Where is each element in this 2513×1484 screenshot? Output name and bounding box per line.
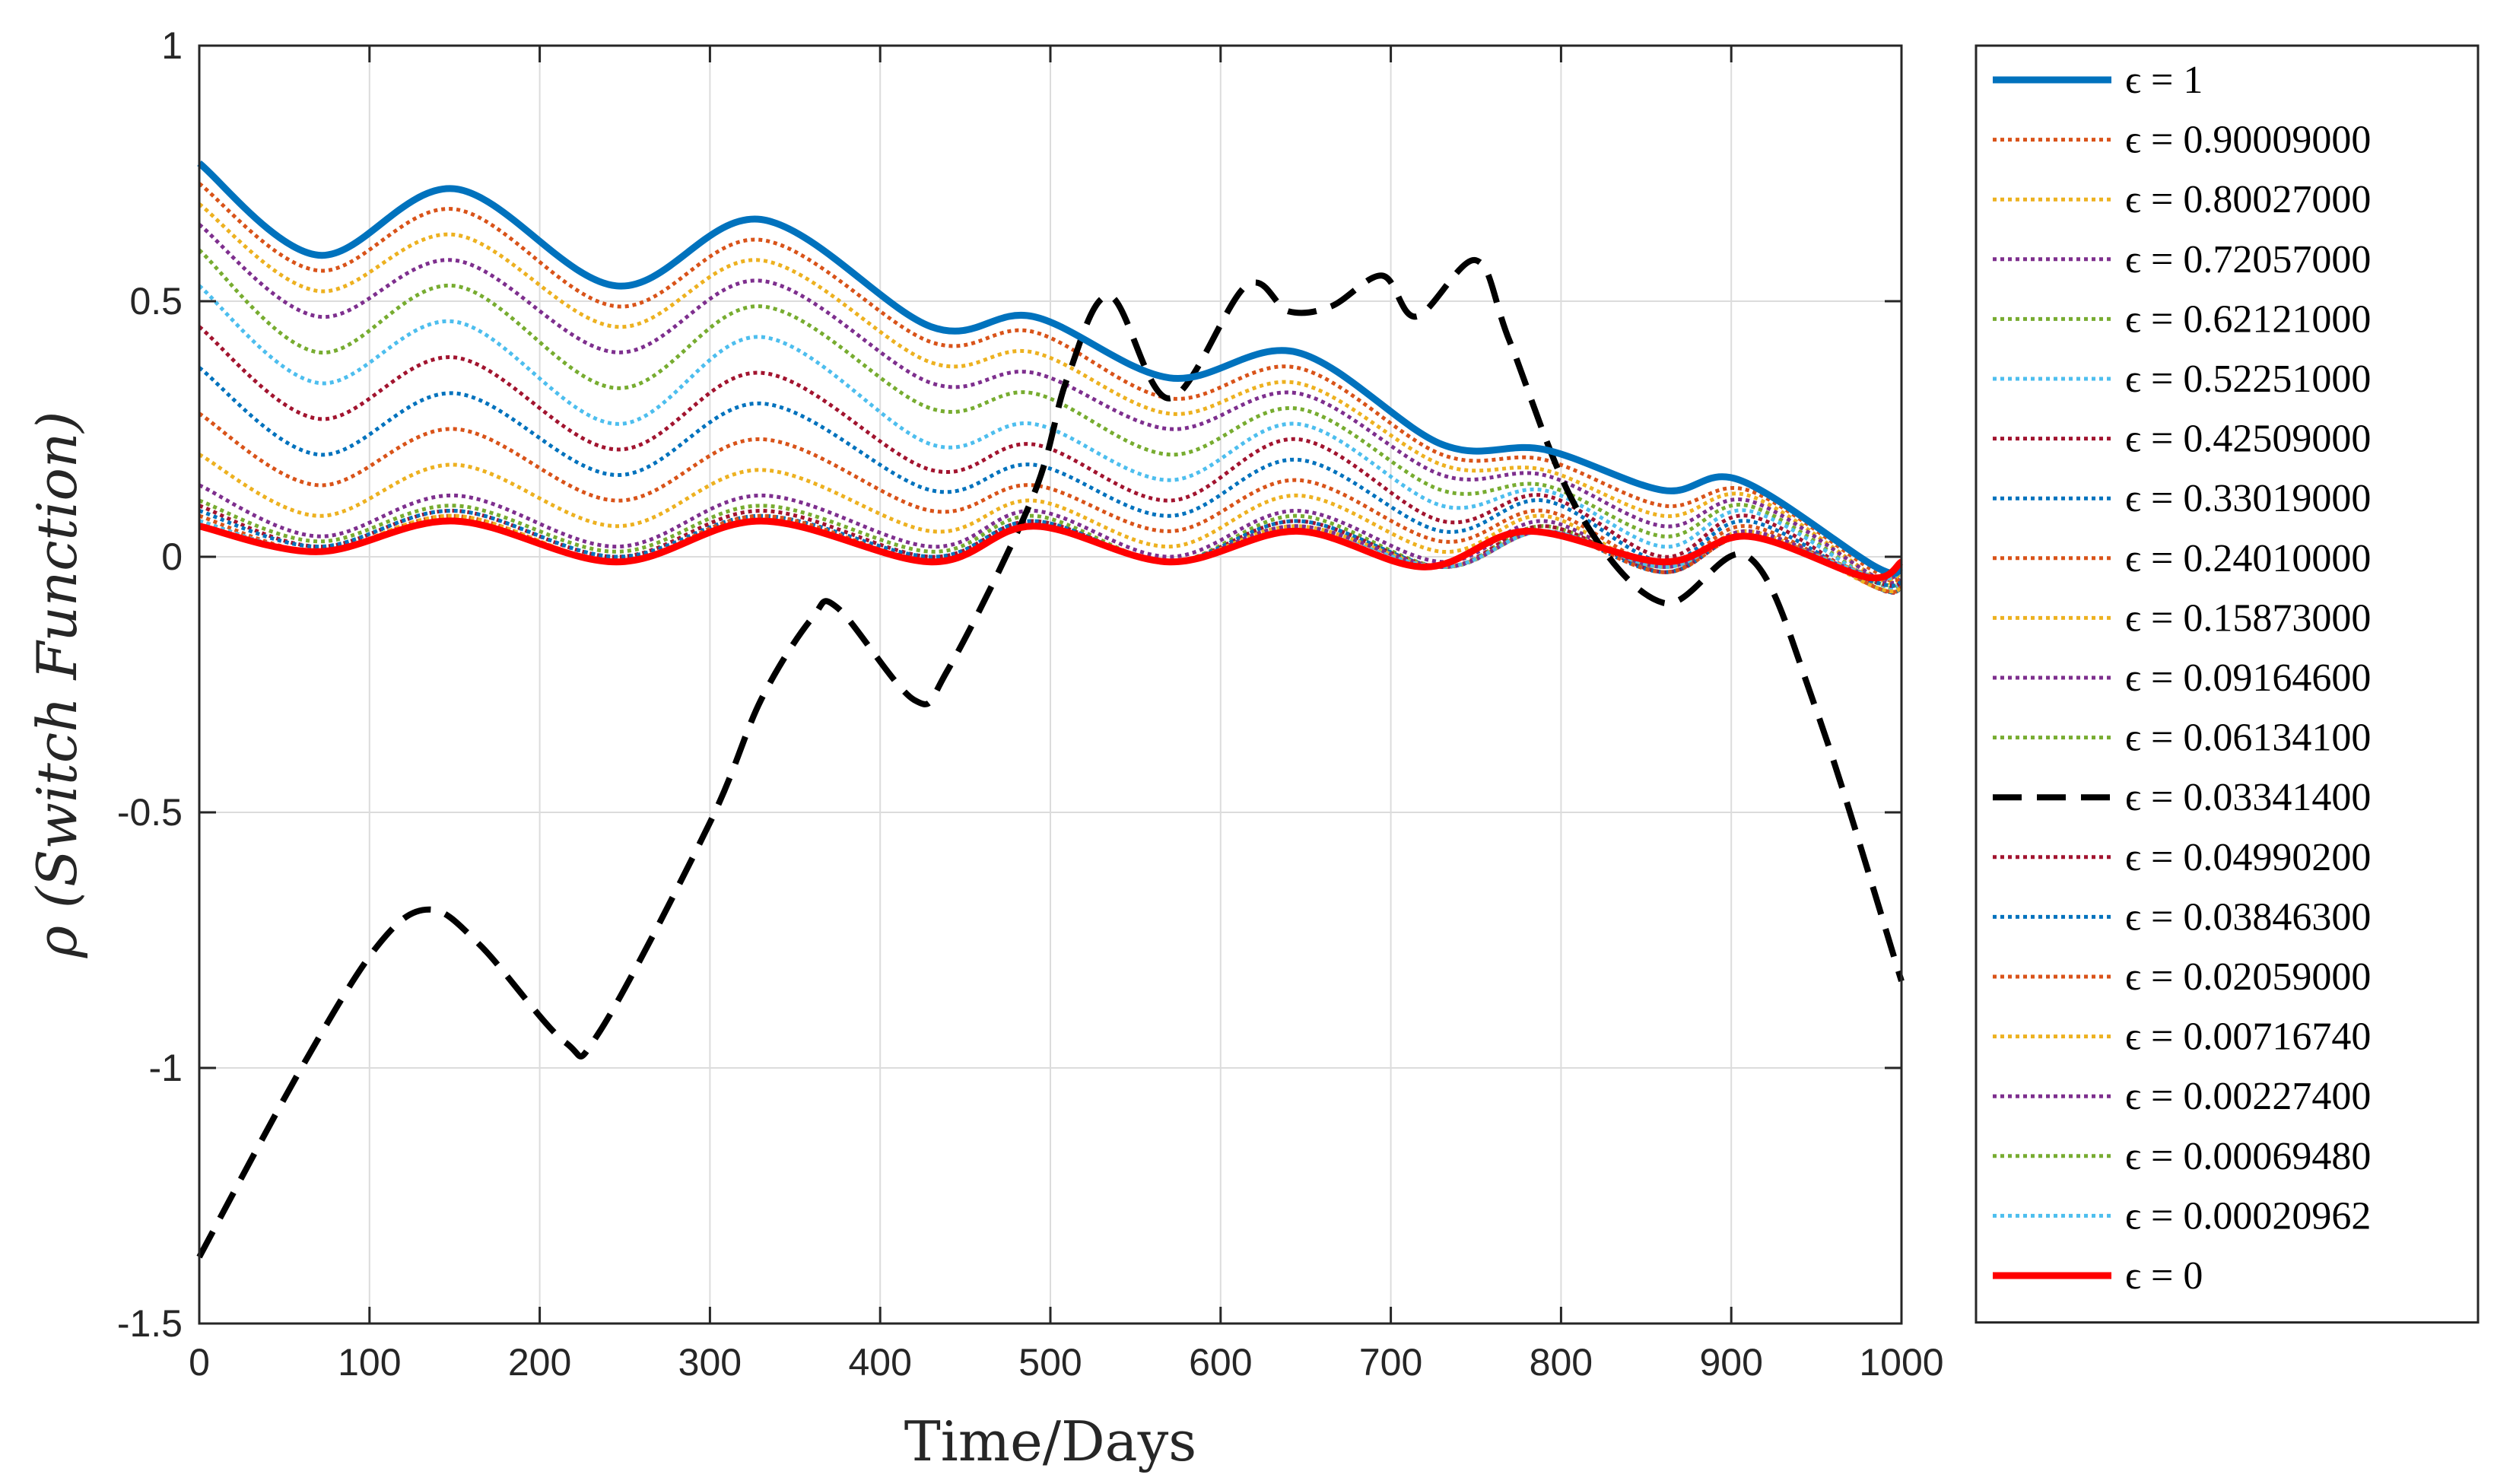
series-line bbox=[198, 202, 1902, 586]
legend bbox=[1974, 44, 2480, 1324]
plot-lines bbox=[196, 160, 1905, 1259]
legend-label: ϵ = 0.72057000 bbox=[2125, 238, 2371, 281]
x-axis-title: Time/Days bbox=[904, 1409, 1196, 1473]
legend-label: ϵ = 0.15873000 bbox=[2125, 596, 2371, 640]
series-line bbox=[199, 519, 1903, 580]
x-tick-label: 500 bbox=[1018, 1341, 1082, 1384]
legend-label: ϵ = 0.00716740 bbox=[2125, 1015, 2371, 1059]
legend-label: ϵ = 0.00020962 bbox=[2125, 1194, 2371, 1238]
legend-label: ϵ = 0.03341400 bbox=[2125, 776, 2371, 819]
y-tick-label: -1.5 bbox=[117, 1302, 183, 1345]
legend-label: ϵ = 0.80027000 bbox=[2125, 178, 2371, 221]
x-tick-label: 200 bbox=[508, 1341, 571, 1384]
y-tick-label: -1 bbox=[149, 1047, 183, 1089]
y-tick-label: 1 bbox=[161, 24, 183, 67]
x-tick-label: 1000 bbox=[1859, 1341, 1943, 1384]
series-line bbox=[198, 182, 1902, 580]
series-line bbox=[199, 513, 1902, 583]
legend-label: ϵ = 0.24010000 bbox=[2125, 537, 2371, 580]
legend-label: ϵ = 0.02059000 bbox=[2125, 955, 2371, 999]
legend-label: ϵ = 0 bbox=[2125, 1254, 2203, 1298]
legend-entries: ϵ = 1 ϵ = 0.90009000 ϵ = 0.80027000 ϵ = 0.7… bbox=[1993, 59, 2371, 1298]
legend-label: ϵ = 0.90009000 bbox=[2125, 119, 2371, 162]
y-tick-label: -0.5 bbox=[117, 791, 183, 834]
legend-label: ϵ = 0.03846300 bbox=[2125, 895, 2371, 939]
x-tick-label: 0 bbox=[189, 1341, 210, 1384]
x-tick-label: 900 bbox=[1699, 1341, 1762, 1384]
y-tick-label: 0 bbox=[161, 535, 183, 578]
legend-label: ϵ = 0.04990200 bbox=[2125, 836, 2371, 879]
x-tick-label: 800 bbox=[1530, 1341, 1593, 1384]
series-line bbox=[198, 284, 1902, 589]
x-tick-label: 100 bbox=[338, 1341, 401, 1384]
legend-label: ϵ = 0.06134100 bbox=[2125, 717, 2371, 760]
legend-label: ϵ = 0.33019000 bbox=[2125, 477, 2371, 520]
x-tick-label: 300 bbox=[678, 1341, 742, 1384]
x-tick-label: 600 bbox=[1189, 1341, 1252, 1384]
x-tick-label: 700 bbox=[1359, 1341, 1422, 1384]
y-tick-label: 0.5 bbox=[129, 280, 183, 323]
series-line bbox=[198, 366, 1902, 595]
series-line bbox=[198, 412, 1902, 594]
series-line bbox=[198, 248, 1902, 590]
x-tick-label: 400 bbox=[848, 1341, 911, 1384]
series-line bbox=[196, 257, 1905, 1259]
legend-label: ϵ = 1 bbox=[2125, 59, 2203, 102]
legend-label: ϵ = 0.62121000 bbox=[2125, 297, 2371, 341]
y-axis-title: ρ (Switch Function) bbox=[25, 412, 89, 959]
axis-ticks: 0 100 200 300 400 500 600 700 800 900 1000 1 0.5 0 -0.… bbox=[117, 24, 1944, 1384]
legend-label: ϵ = 0.42509000 bbox=[2125, 418, 2371, 461]
legend-label: ϵ = 0.00227400 bbox=[2125, 1075, 2371, 1118]
series-line bbox=[197, 160, 1904, 577]
legend-label: ϵ = 0.00069480 bbox=[2125, 1135, 2371, 1178]
legend-label: ϵ = 0.52251000 bbox=[2125, 357, 2371, 401]
legend-label: ϵ = 0.09164600 bbox=[2125, 656, 2371, 700]
series-line bbox=[198, 223, 1902, 585]
series-line bbox=[199, 517, 1904, 582]
